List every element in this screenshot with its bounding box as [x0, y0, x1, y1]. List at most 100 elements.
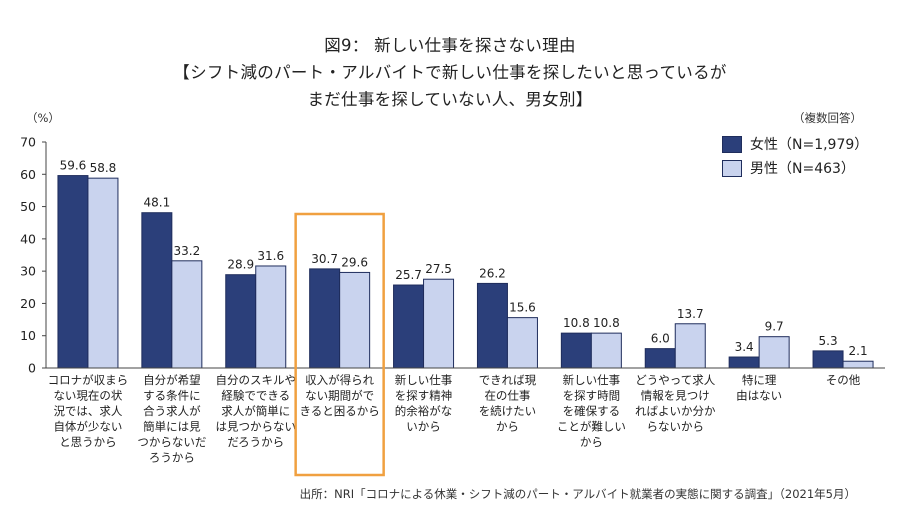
x-category-label: ことが難しい: [557, 420, 626, 434]
data-label-female: 59.6: [60, 159, 87, 173]
bar-female: [141, 212, 173, 369]
y-tick-label: 60: [20, 167, 36, 182]
x-category-label: 簡単には見: [143, 420, 201, 434]
x-category-label: 在の仕事: [484, 389, 530, 403]
x-category-label: 経験でできる: [221, 389, 290, 403]
x-category-label: 合う求人が: [143, 404, 201, 418]
x-category-label: 由はない: [736, 389, 782, 403]
x-category-label: どうやって求人: [635, 373, 715, 387]
bar-female: [57, 175, 89, 369]
x-category-label: 自分が希望: [143, 373, 201, 387]
legend-swatch-female: [722, 135, 742, 153]
bar-male: [842, 360, 874, 369]
x-category-label: ればよいか分か: [635, 404, 716, 418]
data-label-male: 10.8: [593, 316, 620, 330]
x-category-label: 情報を見つけ: [641, 389, 710, 403]
data-label-male: 15.6: [509, 301, 536, 315]
legend-item-female: 女性（N=1,979）: [722, 134, 868, 154]
x-category-label: コロナが収まら: [48, 373, 129, 387]
data-label-male: 2.1: [849, 344, 868, 358]
chart-title-line-1: 図9： 新しい仕事を探さない理由: [324, 36, 576, 55]
legend-label-female: 女性（N=1,979）: [750, 137, 869, 153]
bar-female: [644, 348, 676, 369]
legend-label-male: 男性（N=463）: [750, 161, 855, 177]
bar-female: [812, 350, 844, 369]
data-label-female: 30.7: [311, 252, 338, 266]
bar-male: [255, 265, 287, 369]
x-category-label: を続けたい: [479, 404, 537, 418]
legend-swatch-male: [722, 159, 742, 177]
x-category-label: 自分のスキルや: [216, 373, 297, 387]
bar-male: [674, 323, 706, 369]
y-tick-label: 10: [20, 328, 36, 343]
x-category-label: 自体が少ない: [53, 420, 122, 434]
x-category-label: ない現在の状: [53, 389, 122, 403]
chart-title-line-3: まだ仕事を探していない人、男女別】: [307, 90, 593, 109]
x-category-label: を探す時間: [563, 389, 621, 403]
data-label-female: 25.7: [395, 268, 422, 282]
x-category-label: らないから: [647, 420, 705, 434]
x-category-label: ない期間がで: [305, 389, 374, 403]
x-category-label: は見つからない: [216, 420, 297, 434]
bar-male: [423, 278, 455, 369]
x-category-label: つからないだ: [137, 435, 206, 449]
x-category-label: その他: [826, 373, 861, 387]
data-label-male: 27.5: [425, 262, 452, 276]
y-tick-label: 70: [20, 135, 36, 150]
data-label-male: 13.7: [677, 307, 704, 321]
data-label-female: 28.9: [227, 258, 254, 272]
x-category-label: できれば現: [479, 373, 537, 387]
x-category-label: 収入が得られ: [305, 373, 374, 387]
data-label-male: 9.7: [765, 320, 784, 334]
data-label-female: 5.3: [819, 334, 838, 348]
x-category-label: を確保する: [563, 404, 621, 418]
chart-title-line-2: 【シフト減のパート・アルバイトで新しい仕事を探したいと思っているが: [173, 63, 727, 82]
y-tick-label: 50: [20, 199, 36, 214]
x-category-label: だろうから: [227, 435, 284, 449]
data-label-male: 33.2: [173, 244, 200, 258]
data-label-male: 29.6: [341, 255, 368, 269]
x-category-label: きると困るから: [300, 404, 380, 418]
data-label-female: 26.2: [479, 266, 506, 280]
bar-female: [560, 332, 592, 369]
x-category-label: から: [580, 435, 603, 449]
y-tick-label: 40: [20, 231, 36, 246]
bar-male: [339, 271, 371, 369]
x-category-label: 特に理: [742, 373, 777, 387]
bar-male: [87, 177, 119, 369]
data-label-female: 6.0: [651, 332, 670, 346]
x-category-label: と思うから: [59, 435, 117, 449]
multiple-answer-note: （複数回答）: [793, 111, 862, 125]
data-label-male: 58.8: [90, 161, 117, 175]
x-category-label: 新しい仕事: [563, 373, 621, 387]
y-tick-label: 0: [28, 361, 36, 376]
x-category-label: 況では、求人: [53, 404, 122, 418]
bar-male: [590, 332, 622, 369]
y-tick-label: 30: [20, 264, 36, 279]
bar-female: [476, 282, 508, 369]
y-unit-label: （%）: [26, 111, 60, 125]
bar-female: [728, 356, 760, 369]
highlight-box: [294, 212, 385, 477]
data-label-female: 48.1: [143, 196, 170, 210]
x-category-label: 的余裕がな: [395, 404, 453, 418]
bar-male: [506, 317, 538, 369]
x-category-label: 新しい仕事: [395, 373, 453, 387]
bar-male: [171, 260, 203, 369]
x-category-label: ろうから: [149, 451, 195, 465]
bar-male: [758, 336, 790, 369]
bar-female: [225, 274, 257, 369]
y-tick-label: 20: [20, 296, 36, 311]
source-note: 出所：NRI「コロナによる休業・シフト減のパート・アルバイト就業者の実態に関する…: [299, 487, 856, 501]
data-label-female: 10.8: [563, 316, 590, 330]
x-category-label: する条件に: [143, 389, 201, 403]
x-category-label: 求人が簡単に: [221, 404, 290, 418]
x-category-label: を探す精神: [395, 389, 453, 403]
data-label-male: 31.6: [257, 249, 284, 263]
data-label-female: 3.4: [735, 340, 754, 354]
bar-female: [309, 268, 341, 369]
x-category-label: いから: [406, 420, 441, 434]
bar-female: [393, 284, 425, 369]
x-category-label: から: [496, 420, 519, 434]
